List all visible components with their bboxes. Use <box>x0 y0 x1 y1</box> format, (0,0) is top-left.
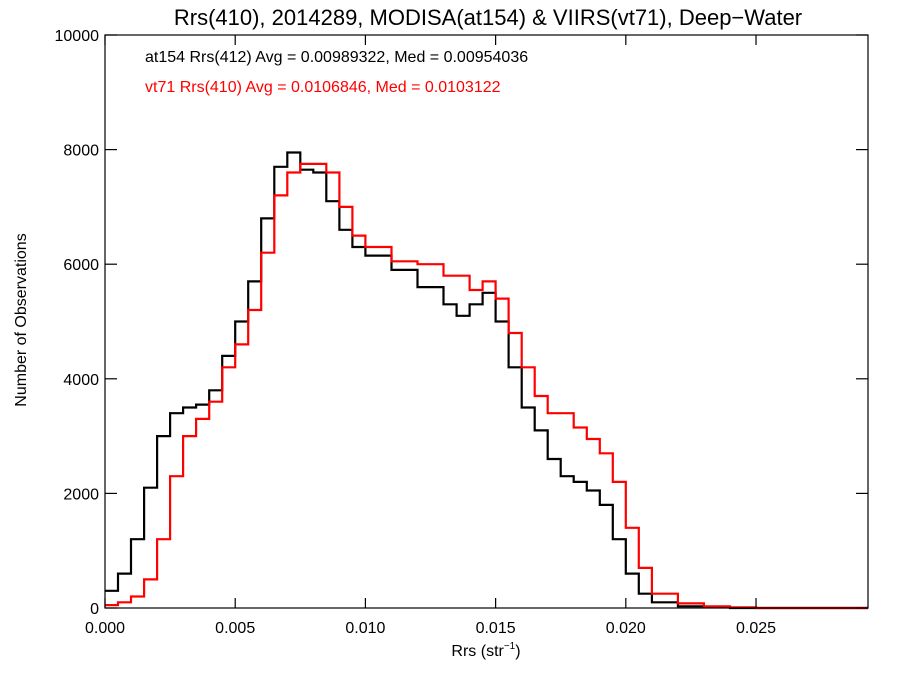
plot-frame <box>104 34 869 609</box>
series-annotation-at154: at154 Rrs(412) Avg = 0.00989322, Med = 0… <box>145 49 528 66</box>
y-tick-label-3: 6000 <box>63 257 99 274</box>
series-annotation-vt71: vt71 Rrs(410) Avg = 0.0106846, Med = 0.0… <box>145 79 501 96</box>
x-tick-label-3: 0.015 <box>476 620 516 637</box>
y-tick-label-0: 0 <box>90 601 99 618</box>
chart-title: Rrs(410), 2014289, MODISA(at154) & VIIRS… <box>174 5 802 30</box>
y-tick-label-1: 2000 <box>63 486 99 503</box>
x-tick-label-0: 0.000 <box>85 620 125 637</box>
x-axis-label-end: ) <box>515 643 520 660</box>
x-axis-label-main: Rrs (str <box>451 643 504 660</box>
x-axis-label: Rrs (str−1) <box>451 641 520 660</box>
x-tick-label-5: 0.025 <box>736 620 776 637</box>
y-tick-label-2: 4000 <box>63 372 99 389</box>
y-tick-label-5: 10000 <box>55 28 100 45</box>
series-line-at154 <box>105 151 868 610</box>
x-tick-label-2: 0.010 <box>345 620 385 637</box>
y-tick-label-4: 8000 <box>63 143 99 160</box>
y-axis-label: Number of Observations <box>13 233 30 406</box>
x-axis-label-sup: −1 <box>504 641 516 652</box>
series-layer <box>105 151 868 610</box>
series-line-vt71 <box>105 162 868 610</box>
ticks-layer: 0.000 0.005 0.010 0.015 0.020 0.025 0 2000 4000 6… <box>55 28 868 637</box>
x-tick-label-1: 0.005 <box>215 620 255 637</box>
x-tick-label-4: 0.020 <box>606 620 646 637</box>
